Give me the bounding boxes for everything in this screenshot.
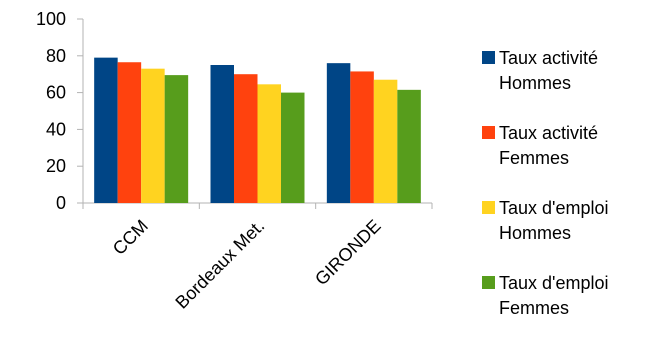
bar xyxy=(210,65,234,203)
bar xyxy=(326,63,351,203)
x-tick-label: GIRONDE xyxy=(311,216,385,290)
y-tick-label: 40 xyxy=(46,119,66,139)
legend-swatch xyxy=(482,201,495,214)
bars xyxy=(94,57,421,204)
y-tick-label: 80 xyxy=(46,46,66,66)
legend-label: Taux activité Hommes xyxy=(499,48,598,93)
bar xyxy=(350,71,374,203)
x-tick-label: CCM xyxy=(109,216,152,259)
y-axis: 0 20 40 60 80 100 xyxy=(36,9,84,213)
legend-swatch xyxy=(482,126,495,139)
y-tick-label: 100 xyxy=(36,9,66,29)
x-axis: CCM Bordeaux Met. GIRONDE xyxy=(82,202,433,313)
bar xyxy=(397,89,421,203)
legend-swatch xyxy=(482,51,495,64)
bar xyxy=(117,62,142,203)
legend-label: Taux d'emploi Femmes xyxy=(499,273,609,318)
bar xyxy=(234,74,258,203)
legend-swatch xyxy=(482,276,495,289)
bar xyxy=(164,75,189,203)
bar xyxy=(281,92,305,203)
legend: Taux activité Hommes Taux activité Femmes Ta… xyxy=(482,48,609,318)
y-tick-label: 20 xyxy=(46,156,66,176)
legend-label: Taux d'emploi Hommes xyxy=(499,198,609,243)
bar xyxy=(257,84,281,203)
x-tick-label: Bordeaux Met. xyxy=(171,216,268,313)
bar xyxy=(373,79,398,203)
y-tick-label: 60 xyxy=(46,83,66,103)
bar xyxy=(94,57,118,203)
y-tick-label: 0 xyxy=(56,193,66,213)
bar xyxy=(141,68,165,204)
legend-label: Taux activité Femmes xyxy=(499,123,598,168)
